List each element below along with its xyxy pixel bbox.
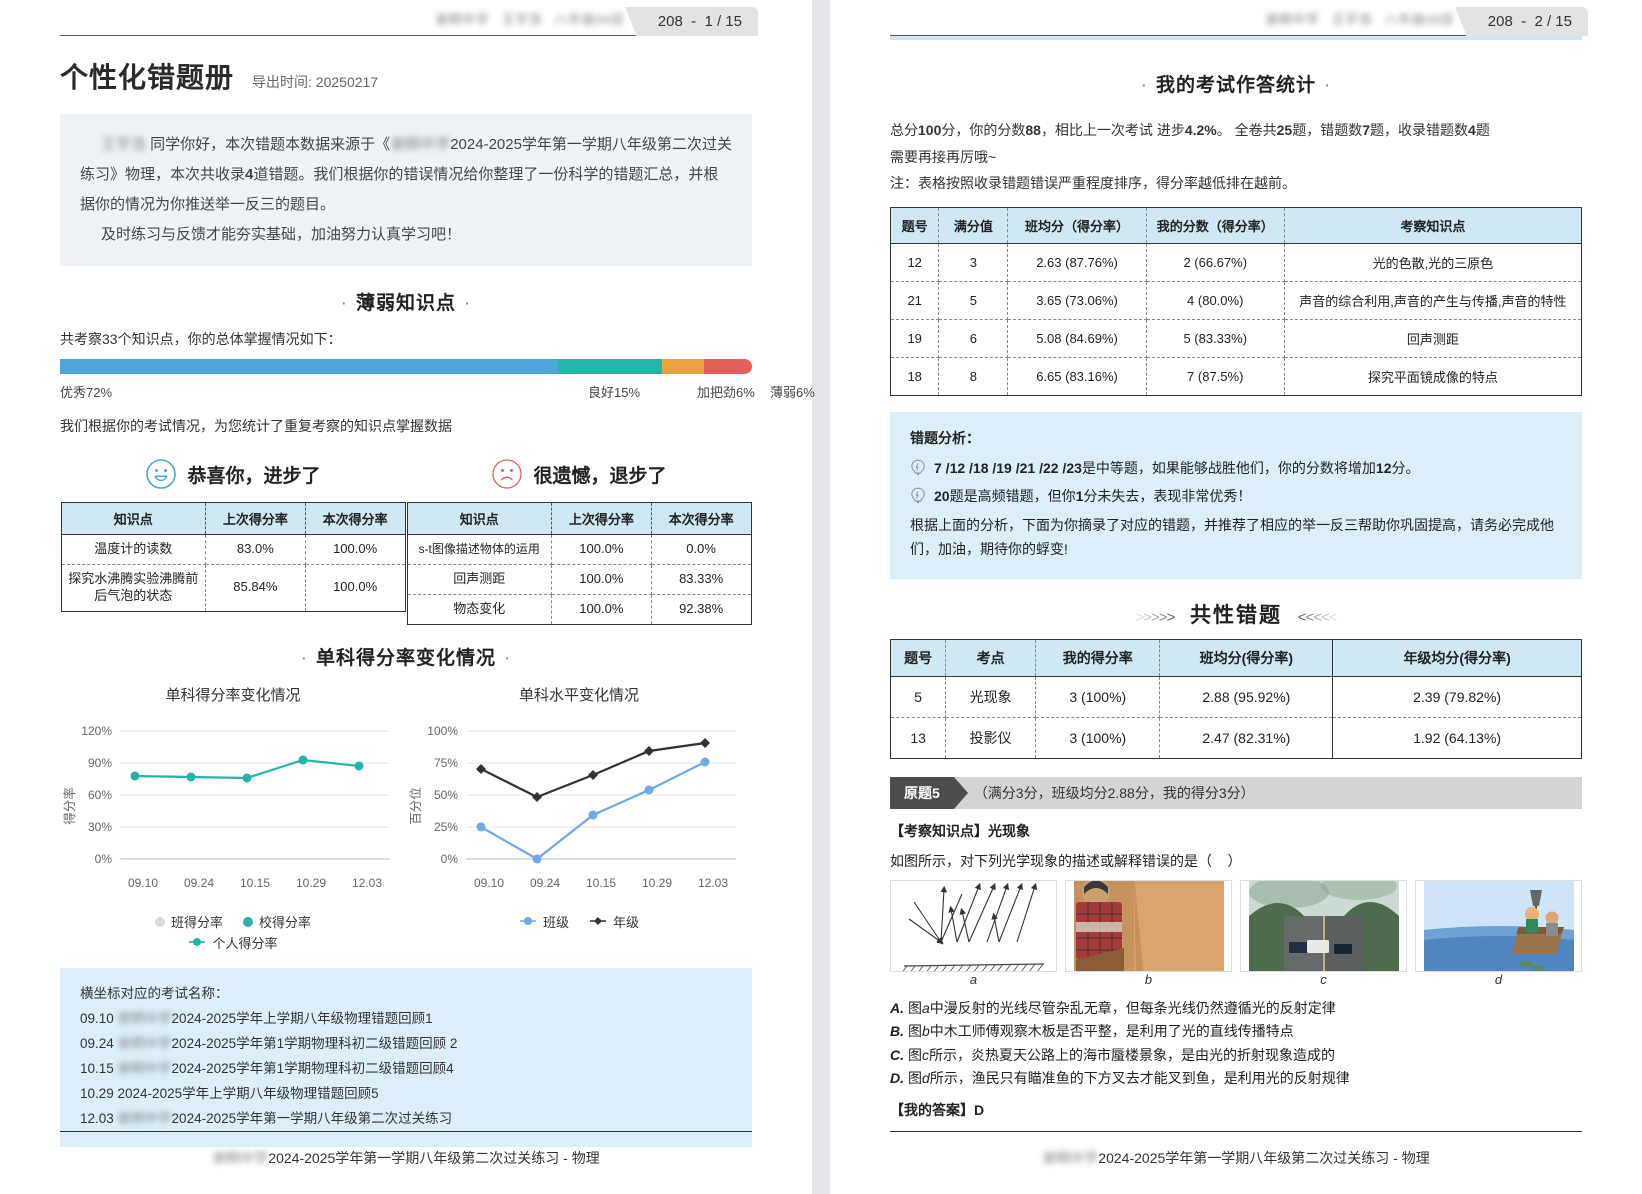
svg-text:09.10: 09.10: [474, 876, 504, 890]
svg-text:09.10: 09.10: [128, 876, 158, 890]
svg-text:100%: 100%: [427, 724, 458, 738]
svg-text:50%: 50%: [434, 788, 458, 802]
svg-text:10.29: 10.29: [296, 876, 326, 890]
svg-text:09.24: 09.24: [530, 876, 560, 890]
svg-text:30%: 30%: [88, 820, 112, 834]
svg-text:百分位: 百分位: [408, 787, 423, 825]
svg-text:25%: 25%: [434, 820, 458, 834]
svg-text:12.03: 12.03: [352, 876, 382, 890]
svg-text:120%: 120%: [81, 724, 112, 738]
svg-text:10.15: 10.15: [586, 876, 616, 890]
svg-text:75%: 75%: [434, 756, 458, 770]
svg-text:09.24: 09.24: [184, 876, 214, 890]
svg-text:12.03: 12.03: [698, 876, 728, 890]
svg-text:10.29: 10.29: [642, 876, 672, 890]
svg-text:0%: 0%: [441, 852, 459, 866]
svg-text:60%: 60%: [88, 788, 112, 802]
svg-text:90%: 90%: [88, 756, 112, 770]
svg-text:得分率: 得分率: [62, 787, 77, 825]
svg-text:10.15: 10.15: [240, 876, 270, 890]
svg-text:0%: 0%: [95, 852, 113, 866]
